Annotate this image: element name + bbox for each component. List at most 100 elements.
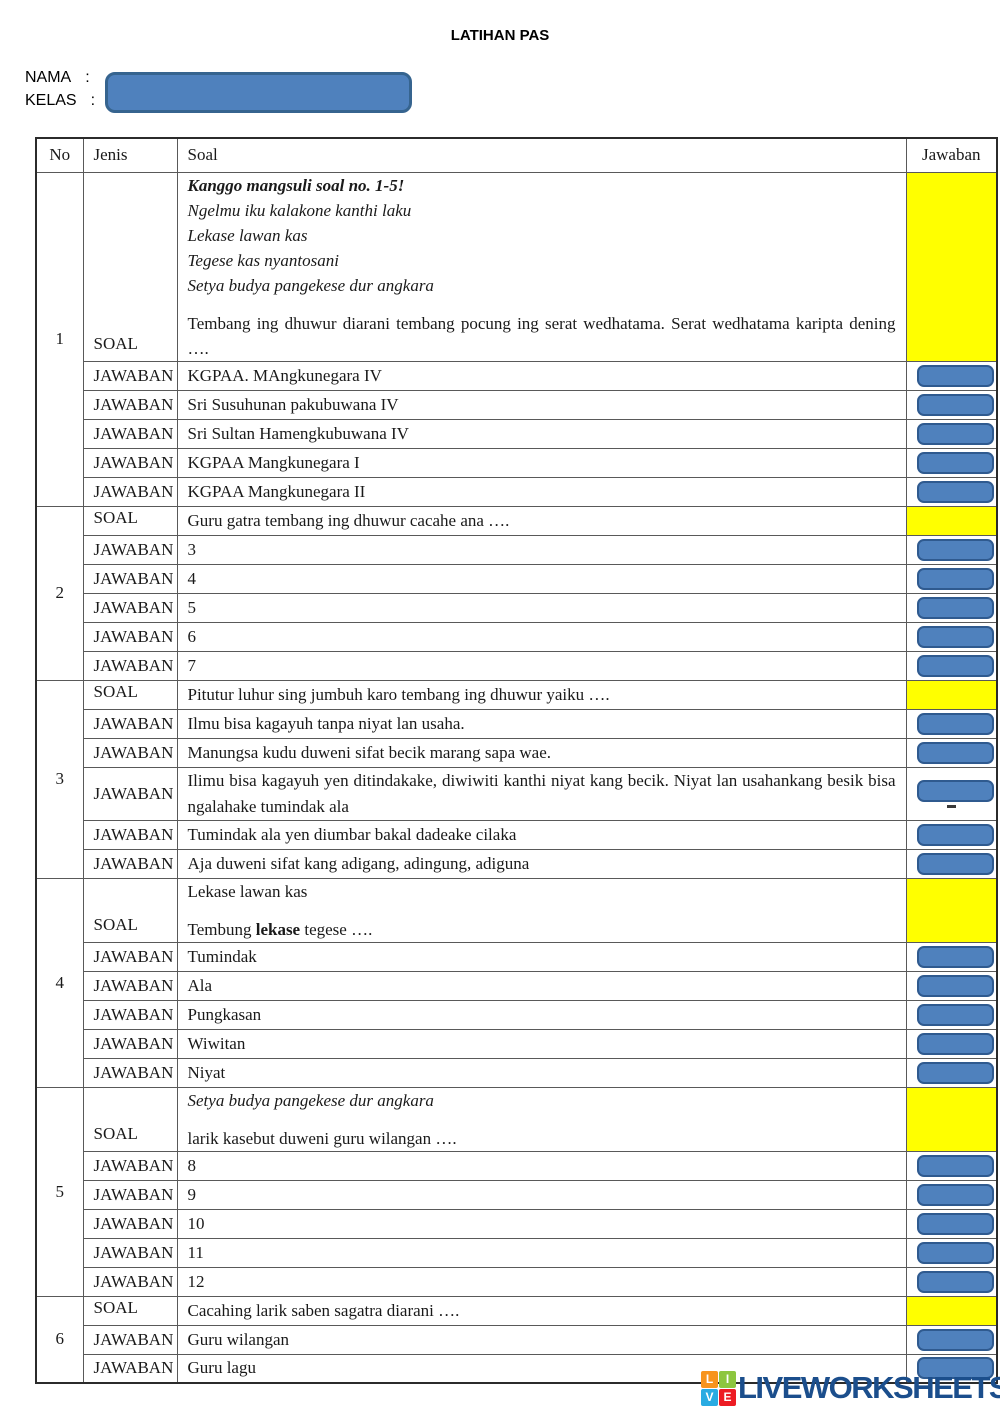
header-jenis: Jenis	[82, 137, 178, 173]
answer-button-cell	[905, 708, 998, 739]
answer-select-button[interactable]	[916, 1328, 994, 1351]
soal-text: Setya budya pangekese dur angkara larik k…	[176, 1086, 907, 1152]
answer-button-cell	[905, 621, 998, 652]
answer-option-text: Guru lagu	[176, 1353, 907, 1384]
jenis-label-jawaban: JAWABAN	[82, 1353, 178, 1384]
answer-button-cell	[905, 563, 998, 594]
answer-select-button[interactable]	[916, 741, 994, 764]
answer-select-button[interactable]	[916, 945, 994, 968]
answer-row-q5-2: JAWABAN 9	[36, 1179, 998, 1210]
soal-row-q2: 2 SOAL Guru gatra tembang ing dhuwur cacah…	[35, 505, 998, 681]
answer-row-q2-5: JAWABAN 7	[36, 650, 998, 681]
answer-option-text: Tumindak	[176, 941, 907, 972]
answer-select-button[interactable]	[916, 422, 994, 445]
answer-select-button[interactable]	[916, 1003, 994, 1026]
answer-select-button[interactable]	[916, 451, 994, 474]
answer-row-q5-1: JAWABAN 8	[36, 1150, 998, 1181]
answer-select-button[interactable]	[916, 974, 994, 997]
answer-button-cell	[905, 389, 998, 420]
worksheet-table-body: No Jenis Soal Jawaban 1 SOAL Kanggo mangsu…	[35, 137, 998, 1384]
soal-text: Pitutur luhur sing jumbuh karo tembang i…	[176, 679, 907, 710]
question-number: 3	[35, 679, 84, 879]
header-no: No	[35, 137, 84, 173]
soal-paragraph: Tembang ing dhuwur diarani tembang pocun…	[188, 311, 896, 361]
soal-text-segment: tegese ….	[300, 919, 373, 939]
jenis-label-jawaban: JAWABAN	[82, 970, 178, 1001]
jenis-label-jawaban: JAWABAN	[82, 1028, 178, 1059]
jenis-label-jawaban: JAWABAN	[82, 941, 178, 972]
answer-select-button[interactable]	[916, 779, 994, 802]
soal-text-segment: Ngelmu iku kalakone kanthi laku	[187, 200, 412, 220]
answer-select-button[interactable]	[916, 625, 994, 648]
answer-button-cell	[905, 1353, 998, 1384]
soal-text-segment: Lekase lawan kas	[187, 881, 308, 901]
logo-letter-tile: V	[701, 1388, 718, 1406]
name-class-input[interactable]	[105, 72, 412, 113]
jenis-label-jawaban: JAWABAN	[82, 534, 178, 565]
answer-button-cell	[905, 1237, 998, 1268]
answer-option-text: Wiwitan	[176, 1028, 907, 1059]
jenis-label-soal: SOAL	[82, 679, 178, 710]
worksheet-table: No Jenis Soal Jawaban 1 SOAL Kanggo mangsu…	[35, 137, 998, 1384]
answer-select-button[interactable]	[916, 1241, 994, 1264]
answer-select-button[interactable]	[916, 567, 994, 590]
jenis-label-jawaban: JAWABAN	[82, 1237, 178, 1268]
answer-select-button[interactable]	[916, 538, 994, 561]
answer-option-text: 7	[176, 650, 907, 681]
answer-option-text: KGPAA Mangkunegara I	[176, 447, 907, 478]
answer-row-q3-3: JAWABAN Ilimu bisa kagayuh yen ditindakak…	[36, 766, 998, 821]
answer-select-button[interactable]	[916, 596, 994, 619]
logo-letter-tile: I	[719, 1370, 736, 1388]
cursor-mark	[946, 804, 956, 808]
soal-paragraph: Lekase lawan kas	[188, 223, 896, 248]
answer-select-button[interactable]	[916, 364, 994, 387]
answer-option-text: Ilmu bisa kagayuh tanpa niyat lan usaha.	[176, 708, 907, 739]
soal-text-segment: Lekase lawan kas	[187, 225, 308, 245]
answer-select-button[interactable]	[916, 393, 994, 416]
answer-row-q2-2: JAWABAN 4	[36, 563, 998, 594]
answer-select-button[interactable]	[916, 1270, 994, 1293]
answer-button-cell	[905, 360, 998, 391]
answer-select-button[interactable]	[916, 1212, 994, 1235]
answer-select-button[interactable]	[916, 480, 994, 503]
answer-option-text: Niyat	[176, 1057, 907, 1088]
answer-button-cell	[905, 447, 998, 478]
answer-row-q6-1: JAWABAN Guru wilangan	[36, 1324, 998, 1355]
jenis-label-jawaban: JAWABAN	[82, 418, 178, 449]
soal-text: Cacahing larik saben sagatra diarani ….	[176, 1295, 907, 1326]
answer-row-q3-4: JAWABAN Tumindak ala yen diumbar bakal da…	[36, 819, 998, 850]
answer-option-text: KGPAA Mangkunegara II	[176, 476, 907, 507]
answer-highlight-cell	[905, 171, 998, 362]
answer-button-cell	[905, 1057, 998, 1088]
answer-option-text: 5	[176, 592, 907, 623]
kelas-label: KELAS:	[25, 92, 95, 110]
answer-select-button[interactable]	[916, 823, 994, 846]
jenis-label-soal: SOAL	[82, 171, 178, 362]
answer-select-button[interactable]	[916, 712, 994, 735]
answer-select-button[interactable]	[916, 852, 994, 875]
header-soal: Soal	[176, 137, 907, 173]
kelas-colon: :	[90, 92, 96, 109]
answer-row-q4-4: JAWABAN Wiwitan	[36, 1028, 998, 1059]
answer-select-button[interactable]	[916, 654, 994, 677]
answer-button-cell	[905, 970, 998, 1001]
answer-row-q2-4: JAWABAN 6	[36, 621, 998, 652]
answer-select-button[interactable]	[916, 1061, 994, 1084]
question-number: 6	[35, 1295, 84, 1384]
answer-select-button[interactable]	[916, 1357, 994, 1380]
jenis-label-jawaban: JAWABAN	[82, 1057, 178, 1088]
answer-option-text: Sri Susuhunan pakubuwana IV	[176, 389, 907, 420]
jenis-label-jawaban: JAWABAN	[82, 621, 178, 652]
answer-row-q4-3: JAWABAN Pungkasan	[36, 999, 998, 1030]
answer-select-button[interactable]	[916, 1154, 994, 1177]
answer-option-text: Guru wilangan	[176, 1324, 907, 1355]
answer-row-q1-1: JAWABAN KGPAA. MAngkunegara IV	[36, 360, 998, 391]
answer-option-text: Ilimu bisa kagayuh yen ditindakake, diwi…	[176, 766, 907, 821]
soal-paragraph: Setya budya pangekese dur angkara	[188, 273, 896, 298]
soal-paragraph: Setya budya pangekese dur angkara	[188, 1088, 896, 1113]
answer-select-button[interactable]	[916, 1183, 994, 1206]
answer-select-button[interactable]	[916, 1032, 994, 1055]
soal-row-q5: 5 SOAL Setya budya pangekese dur angkara la…	[35, 1086, 998, 1297]
answer-option-text: Tumindak ala yen diumbar bakal dadeake c…	[176, 819, 907, 850]
